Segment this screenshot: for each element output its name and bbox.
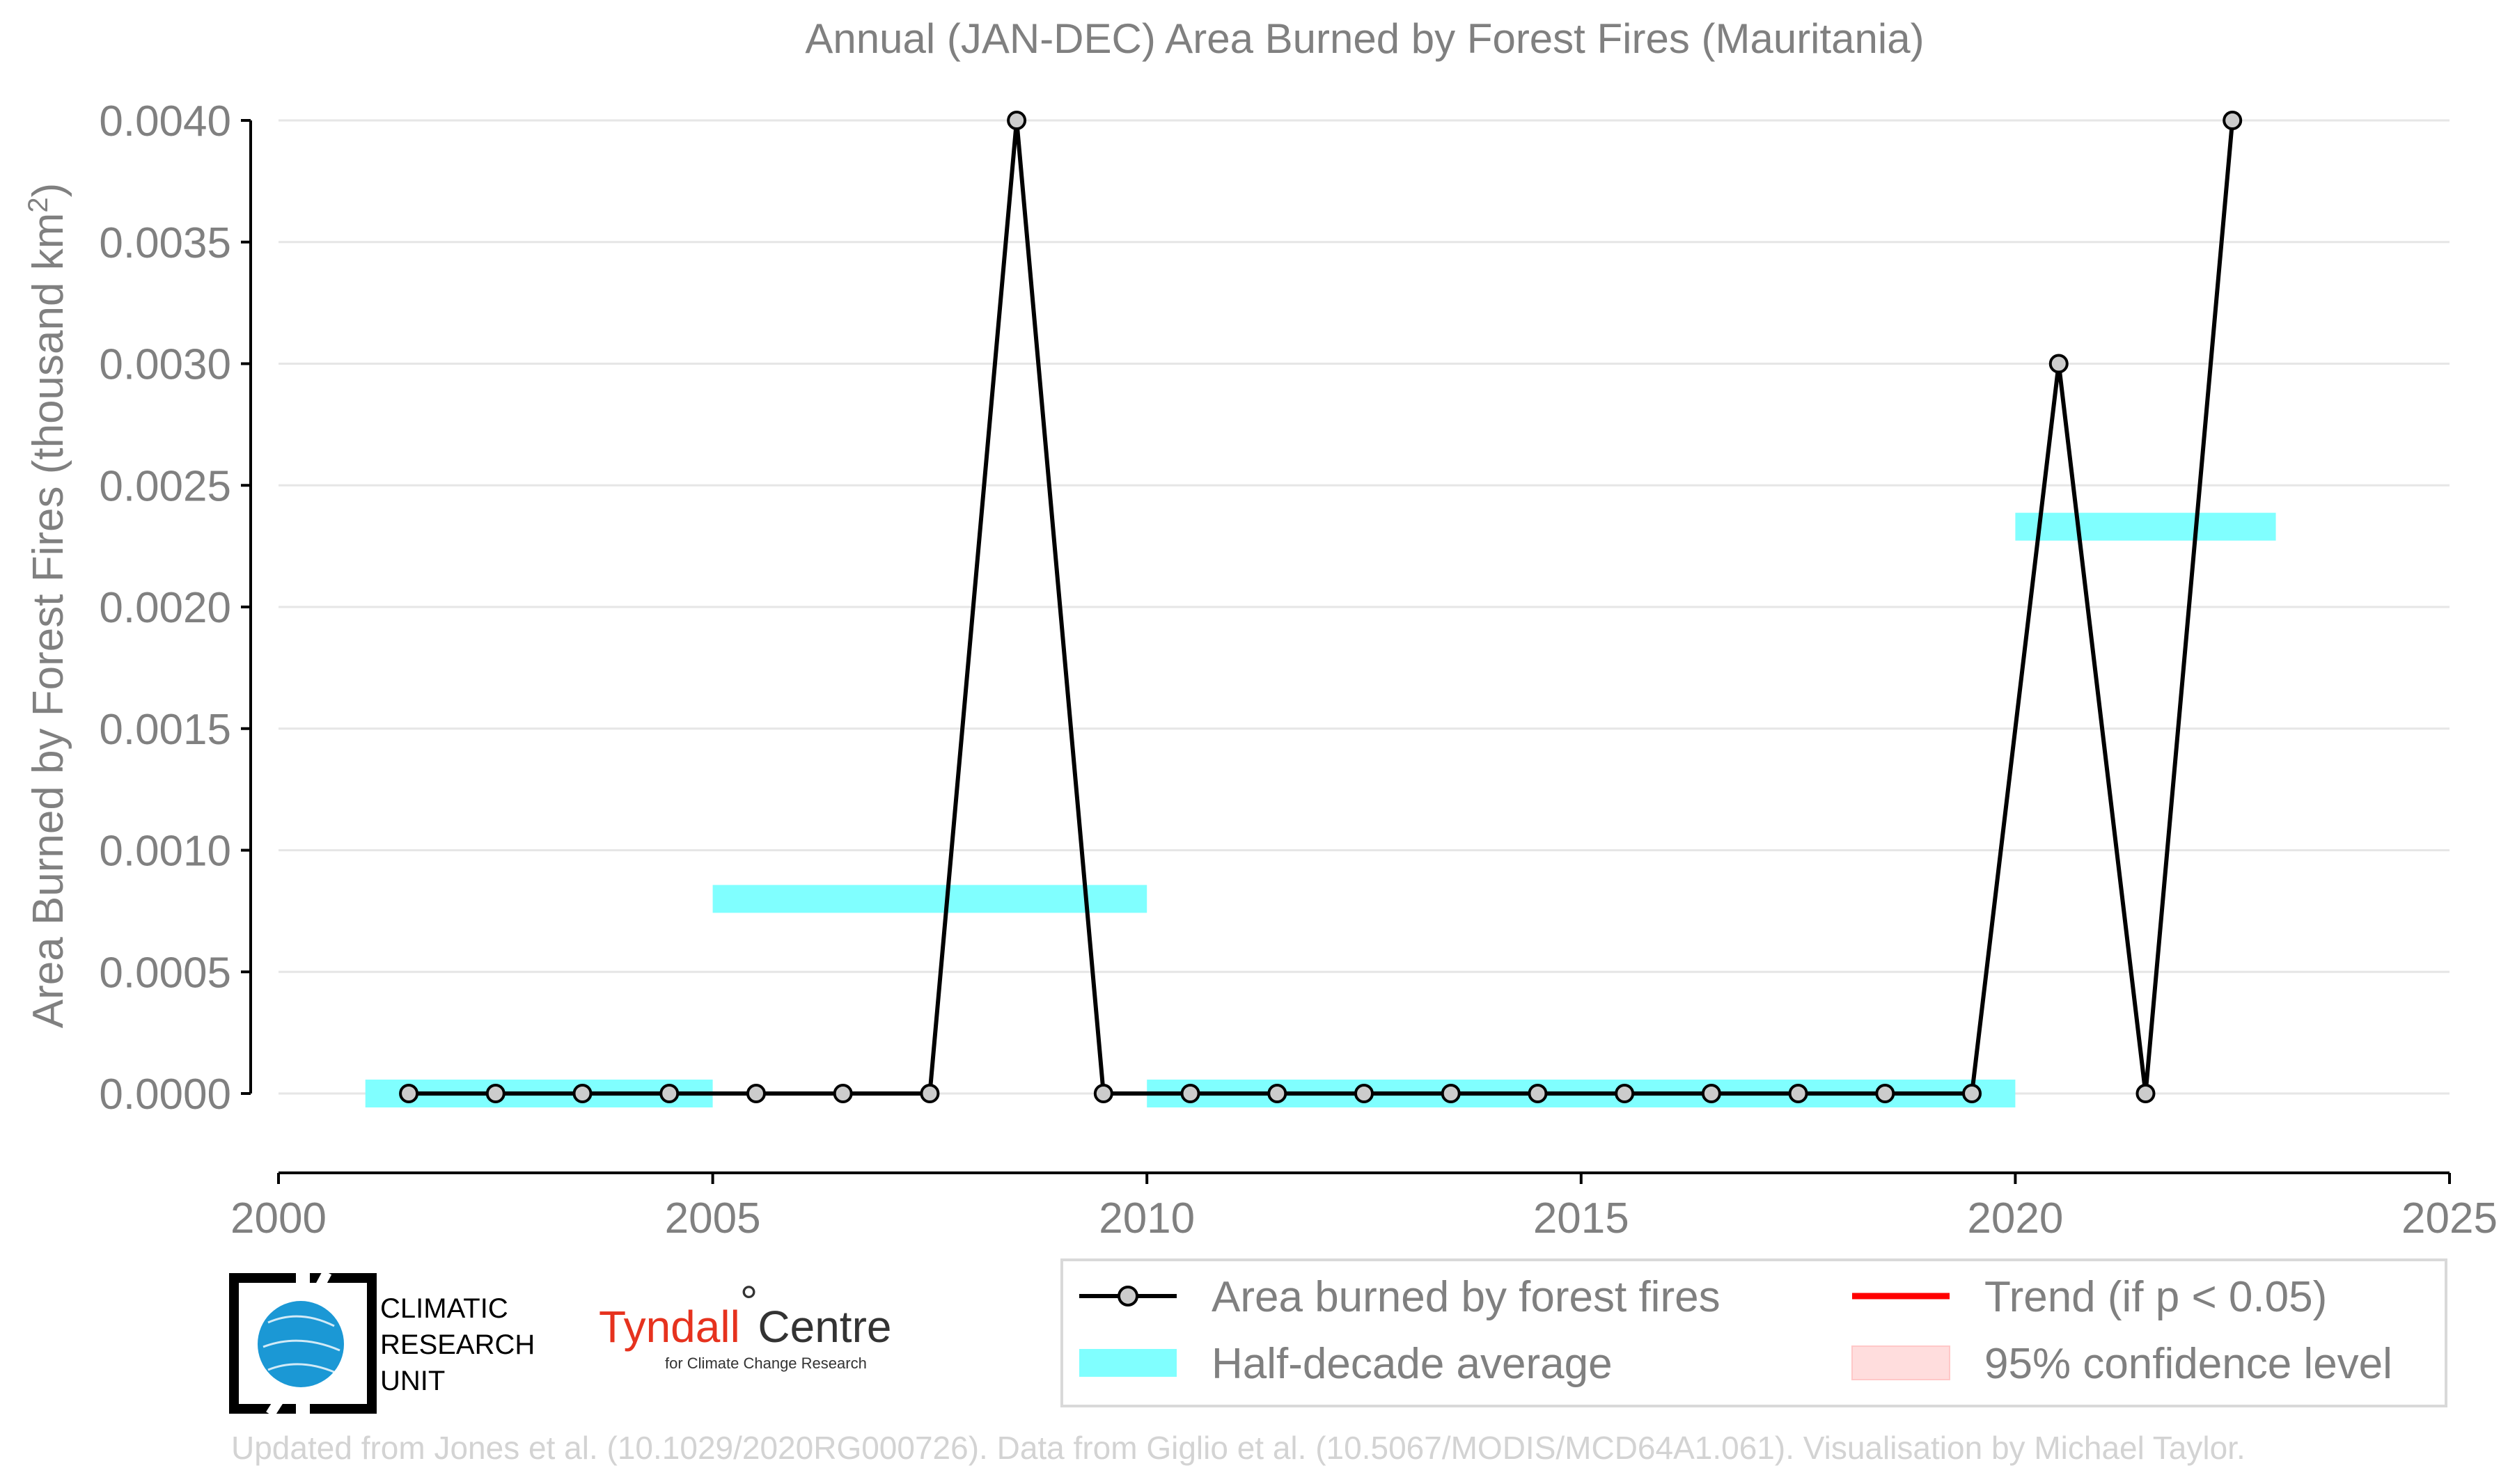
y-tick-label: 0.0040 bbox=[99, 97, 231, 145]
y-tick-label: 0.0035 bbox=[99, 219, 231, 267]
legend-label-area-burned: Area burned by forest fires bbox=[1212, 1273, 1721, 1321]
data-point bbox=[1007, 111, 1027, 130]
cru-logo: CLIMATIC RESEARCH UNIT bbox=[229, 1270, 535, 1417]
half-decade-average-bars bbox=[365, 512, 2276, 1107]
y-tick-label: 0.0015 bbox=[99, 706, 231, 754]
y-tick-label: 0.0005 bbox=[99, 949, 231, 997]
y-tick-label: 0.0010 bbox=[99, 828, 231, 876]
x-tick-label: 2025 bbox=[2401, 1194, 2498, 1242]
data-point bbox=[485, 1084, 505, 1103]
x-tick-label: 2000 bbox=[230, 1194, 327, 1242]
data-point bbox=[1701, 1084, 1721, 1103]
legend-entry-half-decade: Half-decade average bbox=[1079, 1340, 1613, 1388]
data-point bbox=[1180, 1084, 1200, 1103]
y-axis-label-superscript: 2 bbox=[23, 197, 54, 212]
data-point bbox=[833, 1084, 853, 1103]
data-point bbox=[399, 1084, 419, 1103]
data-point bbox=[2223, 111, 2243, 130]
data-point bbox=[1441, 1084, 1461, 1103]
tyndall-subtitle: for Climate Change Research bbox=[665, 1355, 867, 1372]
data-point bbox=[1962, 1084, 1982, 1103]
cru-line-3: UNIT bbox=[380, 1366, 445, 1396]
y-tick-label: 0.0000 bbox=[99, 1071, 231, 1119]
cru-line-1: CLIMATIC bbox=[380, 1293, 508, 1324]
legend-entry-area-burned: Area burned by forest fires bbox=[1079, 1273, 1721, 1321]
data-point bbox=[1788, 1084, 1808, 1103]
x-tick-label: 2015 bbox=[1533, 1194, 1629, 1242]
x-axis: 2000 2005 2010 2015 2020 2025 bbox=[230, 1171, 2498, 1242]
legend-entry-trend: Trend (if p < 0.05) bbox=[1852, 1273, 2327, 1321]
data-point bbox=[1354, 1084, 1374, 1103]
data-point bbox=[1875, 1084, 1895, 1103]
legend: Area burned by forest fires Trend (if p … bbox=[1060, 1258, 2447, 1407]
data-point bbox=[1615, 1084, 1635, 1103]
x-tick-label: 2010 bbox=[1099, 1194, 1195, 1242]
series-area-burned bbox=[399, 111, 2243, 1103]
legend-entry-confidence: 95% confidence level bbox=[1851, 1340, 2392, 1388]
data-point bbox=[659, 1084, 680, 1103]
y-tick-label: 0.0025 bbox=[99, 462, 231, 510]
half-decade-bar bbox=[712, 885, 1147, 913]
data-point bbox=[746, 1084, 766, 1103]
data-point bbox=[1093, 1084, 1113, 1103]
data-point bbox=[2135, 1084, 2156, 1103]
data-point bbox=[572, 1084, 593, 1103]
credit-line: Updated from Jones et al. (10.1029/2020R… bbox=[231, 1430, 2246, 1466]
x-tick-label: 2020 bbox=[1967, 1194, 2063, 1242]
x-tick-label: 2005 bbox=[665, 1194, 761, 1242]
series-line bbox=[409, 118, 2235, 1096]
legend-frame bbox=[1060, 1258, 2447, 1407]
y-axis: 0.0000 0.0005 0.0010 0.0015 0.0020 0.0025 0.00… bbox=[99, 97, 252, 1119]
y-tick-label: 0.0030 bbox=[99, 341, 231, 389]
y-axis-label-close: ) bbox=[24, 183, 72, 198]
data-point bbox=[2048, 354, 2069, 374]
y-axis-label: Area Burned by Forest Fires (thousand km… bbox=[23, 183, 72, 1029]
data-point bbox=[1528, 1084, 1548, 1103]
legend-label-trend: Trend (if p < 0.05) bbox=[1984, 1273, 2327, 1321]
cru-line-2: RESEARCH bbox=[380, 1329, 535, 1360]
grid-lines bbox=[279, 119, 2450, 1095]
legend-label-half-decade: Half-decade average bbox=[1212, 1340, 1613, 1388]
data-point bbox=[1267, 1084, 1287, 1103]
y-tick-label: 0.0020 bbox=[99, 584, 231, 632]
y-axis-label-text: Area Burned by Forest Fires (thousand km bbox=[24, 213, 72, 1029]
chart-title: Annual (JAN-DEC) Area Burned by Forest F… bbox=[805, 15, 1924, 62]
legend-label-confidence: 95% confidence level bbox=[1984, 1340, 2392, 1388]
tyndall-logo: Tyndall°Centre for Climate Change Resear… bbox=[599, 1277, 891, 1372]
data-point bbox=[920, 1084, 940, 1103]
tyndall-wordmark: Tyndall°Centre bbox=[599, 1277, 891, 1352]
half-decade-bar bbox=[2015, 512, 2276, 541]
